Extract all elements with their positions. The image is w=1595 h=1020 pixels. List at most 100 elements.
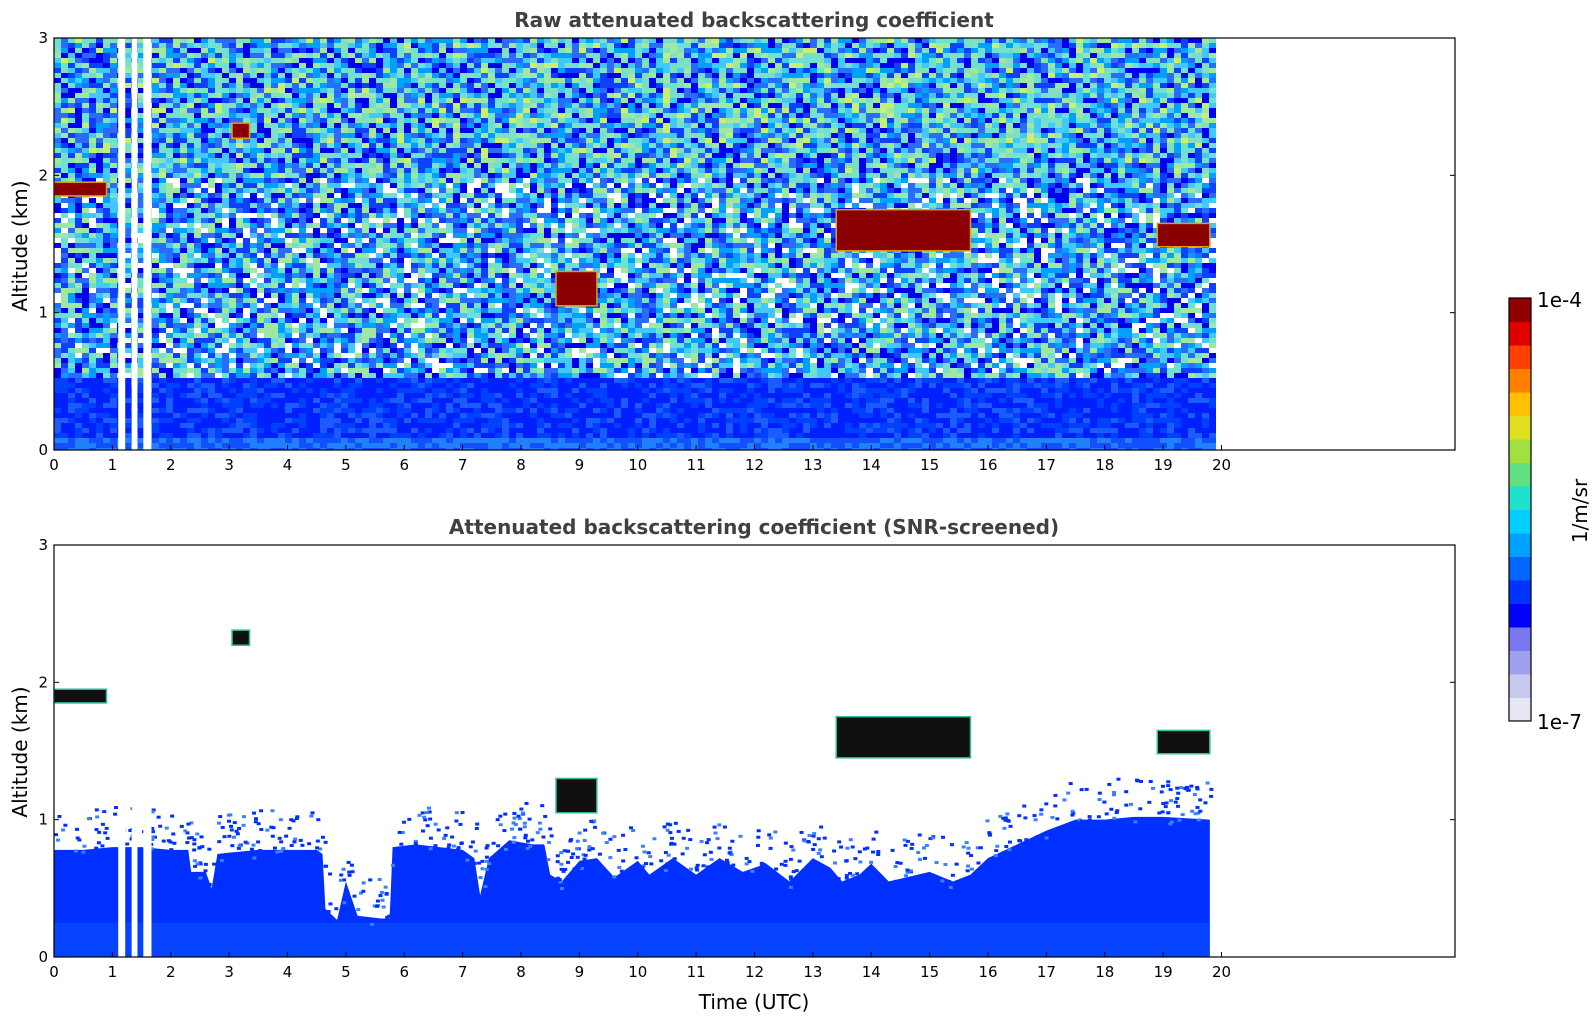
colorbar-segment — [1509, 462, 1531, 487]
colorbar-segment — [1509, 697, 1531, 722]
raw-y-axis-label: Altitude (km) — [8, 180, 32, 311]
colorbar-segment — [1509, 650, 1531, 675]
colorbar-max-label: 1e-4 — [1537, 288, 1582, 312]
colorbar-segment — [1509, 580, 1531, 604]
screened-x-tick-label: 5 — [341, 963, 351, 981]
screened-x-tick-label: 8 — [516, 963, 526, 981]
raw-x-tick-label: 14 — [862, 456, 881, 474]
raw-x-tick-label: 3 — [224, 456, 234, 474]
screened-x-tick-label: 20 — [1212, 963, 1231, 981]
raw-data-gap — [118, 38, 126, 450]
screened-heatmap — [54, 545, 1214, 957]
x-axis-label: Time (UTC) — [698, 990, 810, 1014]
colorbar-segment — [1509, 368, 1531, 393]
screened-cloud-layer — [835, 715, 972, 759]
raw-x-tick-label: 11 — [687, 456, 706, 474]
panel-raw: Raw attenuated backscattering coefficien… — [8, 8, 1456, 474]
colorbar-segment — [1509, 509, 1531, 534]
screened-x-tick-label: 14 — [862, 963, 881, 981]
raw-x-tick-label: 16 — [978, 456, 997, 474]
raw-y-tick-label: 0 — [38, 441, 48, 459]
raw-x-tick-label: 4 — [283, 456, 293, 474]
colorbar-segment — [1509, 392, 1531, 416]
raw-x-tick-label: 5 — [341, 456, 351, 474]
raw-data-gap — [143, 38, 152, 450]
screened-y-tick-label: 2 — [38, 673, 48, 691]
raw-x-tick-label: 8 — [516, 456, 526, 474]
colorbar-min-label: 1e-7 — [1537, 710, 1582, 734]
screened-x-tick-label: 17 — [1037, 963, 1056, 981]
raw-y-tick-label: 1 — [38, 304, 48, 322]
colorbar: 1e-4 1e-7 1/m/sr — [1508, 288, 1592, 734]
screened-x-tick-label: 15 — [920, 963, 939, 981]
raw-x-tick-label: 7 — [458, 456, 468, 474]
screened-x-tick-label: 10 — [628, 963, 647, 981]
raw-x-tick-label: 9 — [575, 456, 585, 474]
colorbar-segment — [1509, 415, 1531, 440]
raw-x-tick-label: 6 — [399, 456, 409, 474]
screened-x-tick-label: 2 — [166, 963, 176, 981]
screened-x-tick-label: 12 — [745, 963, 764, 981]
screened-x-tick-label: 1 — [108, 963, 118, 981]
screened-data-gap — [143, 545, 152, 957]
raw-x-tick-label: 17 — [1037, 456, 1056, 474]
raw-x-tick-label: 2 — [166, 456, 176, 474]
screened-y-tick-label: 1 — [38, 811, 48, 829]
colorbar-segment — [1509, 439, 1531, 463]
raw-data-gap — [131, 38, 138, 450]
raw-x-tick-label: 18 — [1095, 456, 1114, 474]
colorbar-frame — [1508, 297, 1532, 722]
colorbar-segment — [1509, 627, 1531, 651]
colorbar-segment — [1509, 556, 1531, 581]
raw-x-tick-label: 10 — [628, 456, 647, 474]
screened-x-tick-label: 19 — [1154, 963, 1173, 981]
screened-x-tick-label: 13 — [803, 963, 822, 981]
colorbar-segment — [1509, 321, 1531, 346]
screened-cloud-layer — [1156, 729, 1211, 755]
raw-cloud-layer — [54, 181, 108, 197]
screened-x-tick-label: 11 — [687, 963, 706, 981]
panel-raw-title: Raw attenuated backscattering coefficien… — [514, 8, 994, 32]
screened-x-tick-label: 9 — [575, 963, 585, 981]
colorbar-scale — [1509, 298, 1531, 722]
surface-band — [54, 922, 1210, 957]
raw-x-tick-label: 0 — [49, 456, 59, 474]
screened-x-tick-label: 6 — [399, 963, 409, 981]
colorbar-segment — [1509, 345, 1531, 369]
colorbar-segment — [1509, 486, 1531, 510]
screened-y-axis-label: Altitude (km) — [8, 686, 32, 817]
colorbar-segment — [1509, 533, 1531, 557]
screened-x-tick-label: 7 — [458, 963, 468, 981]
screened-x-tick-label: 0 — [49, 963, 59, 981]
raw-x-axis: 0 1 2 3 4 5 6 7 8 9 10 11 12 13 14 15 16 17 18 19 20 — [49, 445, 1231, 474]
raw-x-tick-label: 12 — [745, 456, 764, 474]
raw-x-tick-label: 15 — [920, 456, 939, 474]
raw-x-tick-label: 13 — [803, 456, 822, 474]
colorbar-segment — [1509, 298, 1531, 322]
raw-y-tick-label: 2 — [38, 166, 48, 184]
raw-heatmap — [54, 38, 1216, 450]
screened-y-tick-label: 0 — [38, 948, 48, 966]
raw-cloud-layer — [555, 270, 598, 307]
raw-x-tick-label: 19 — [1154, 456, 1173, 474]
raw-cloud-layer — [231, 122, 251, 140]
screened-x-tick-label: 16 — [978, 963, 997, 981]
screened-y-tick-label: 3 — [38, 536, 48, 554]
screened-x-tick-label: 3 — [224, 963, 234, 981]
screened-x-axis: 0 1 2 3 4 5 6 7 8 9 10 11 12 13 14 15 16 17 18 19 20 — [49, 952, 1231, 981]
raw-cloud-layer — [1156, 222, 1211, 248]
boundary-layer-speckle — [54, 777, 1214, 926]
raw-x-tick-label: 1 — [108, 456, 118, 474]
screened-cloud-layer — [555, 777, 598, 814]
colorbar-segment — [1509, 603, 1531, 628]
raw-noise-cells — [54, 38, 1216, 450]
raw-x-tick-label: 20 — [1212, 456, 1231, 474]
raw-y-tick-label: 3 — [38, 29, 48, 47]
screened-x-tick-label: 18 — [1095, 963, 1114, 981]
colorbar-segment — [1509, 674, 1531, 698]
screened-y-axis: 0 1 2 3 — [38, 536, 1455, 966]
screened-data-gap — [131, 545, 138, 957]
screened-data-gap — [118, 545, 126, 957]
screened-x-tick-label: 4 — [283, 963, 293, 981]
